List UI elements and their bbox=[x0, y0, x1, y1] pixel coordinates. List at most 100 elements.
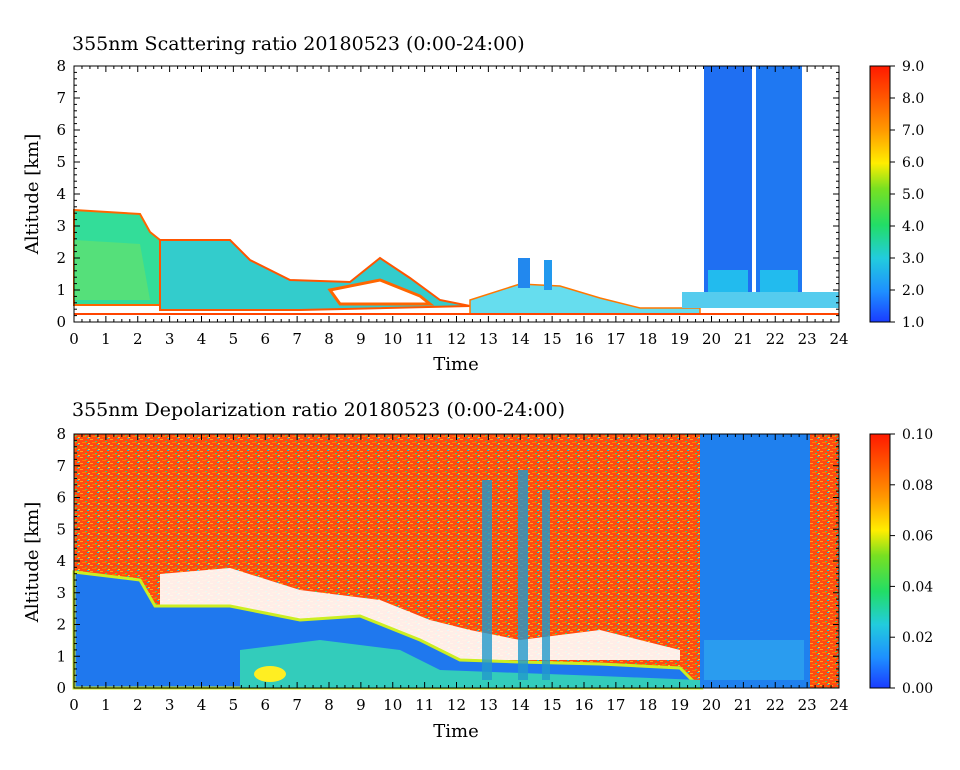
depolarization-surface-layer bbox=[240, 640, 700, 688]
y-tick-label: 7 bbox=[56, 457, 66, 475]
scattering-title: 355nm Scattering ratio 20180523 (0:00-24… bbox=[72, 33, 525, 55]
depolarization-plume-14h bbox=[518, 470, 528, 680]
y-tick-label: 5 bbox=[56, 520, 66, 538]
y-tick-label: 3 bbox=[56, 217, 66, 235]
depolarization-ylabel: Altitude [km] bbox=[22, 502, 43, 624]
x-tick-label: 11 bbox=[415, 696, 434, 714]
x-tick-label: 5 bbox=[229, 696, 239, 714]
y-tick-label: 8 bbox=[56, 57, 66, 75]
depolarization-xlabel: Time bbox=[433, 721, 478, 742]
x-tick-label: 22 bbox=[766, 696, 785, 714]
depolarization-panel: 355nm Depolarization ratio 20180523 (0:0… bbox=[22, 399, 933, 742]
x-tick-label: 6 bbox=[260, 696, 270, 714]
colorbar-tick-label: 0.08 bbox=[902, 478, 933, 494]
y-tick-label: 8 bbox=[56, 425, 66, 443]
scattering-panel: 355nm Scattering ratio 20180523 (0:00-24… bbox=[22, 33, 924, 375]
x-tick-label: 24 bbox=[829, 330, 848, 348]
scattering-evening-layer bbox=[682, 292, 839, 308]
x-tick-label: 20 bbox=[702, 330, 721, 348]
y-tick-label: 6 bbox=[56, 121, 66, 139]
colorbar-tick-label: 0.06 bbox=[902, 529, 933, 545]
colorbar-tick-label: 0.00 bbox=[902, 681, 933, 697]
x-tick-label: 19 bbox=[670, 330, 689, 348]
colorbar-tick-label: 5.0 bbox=[902, 187, 924, 203]
scattering-colorbar bbox=[869, 65, 891, 323]
x-tick-label: 2 bbox=[133, 696, 143, 714]
colorbar-tick-label: 8.0 bbox=[902, 91, 924, 107]
depolarization-plot-area bbox=[72, 433, 840, 690]
x-tick-label: 22 bbox=[766, 330, 785, 348]
scattering-colorbar-ticks: 1.0 2.0 3.0 4.0 5.0 6.0 7.0 8.0 9.0 bbox=[890, 59, 924, 331]
colorbar-tick-label: 9.0 bbox=[902, 59, 924, 75]
x-tick-label: 9 bbox=[356, 330, 366, 348]
y-tick-label: 5 bbox=[56, 153, 66, 171]
x-tick-label: 2 bbox=[133, 330, 143, 348]
depolarization-plume-13h bbox=[482, 480, 492, 680]
x-tick-label: 12 bbox=[447, 696, 466, 714]
y-tick-label: 0 bbox=[56, 679, 66, 697]
x-tick-label: 14 bbox=[511, 330, 530, 348]
y-tick-label: 3 bbox=[56, 584, 66, 602]
x-tick-label: 10 bbox=[383, 330, 402, 348]
x-tick-label: 11 bbox=[415, 330, 434, 348]
x-tick-label: 18 bbox=[638, 330, 657, 348]
depolarization-cloud-base bbox=[704, 640, 804, 680]
scattering-xlabel: Time bbox=[433, 354, 478, 375]
scattering-cloud-20h bbox=[704, 66, 752, 308]
x-tick-label: 15 bbox=[543, 696, 562, 714]
x-tick-label: 7 bbox=[292, 330, 302, 348]
x-tick-label: 17 bbox=[606, 330, 625, 348]
x-tick-label: 9 bbox=[356, 696, 366, 714]
scattering-layer-morning-core bbox=[74, 240, 150, 300]
depolarization-hotspot bbox=[254, 666, 286, 682]
x-tick-label: 21 bbox=[734, 330, 753, 348]
x-tick-label: 8 bbox=[324, 696, 334, 714]
y-tick-label: 2 bbox=[56, 249, 66, 267]
y-tick-label: 4 bbox=[56, 185, 66, 203]
x-tick-label: 8 bbox=[324, 330, 334, 348]
x-tick-label: 5 bbox=[229, 330, 239, 348]
scattering-cloud-22h bbox=[756, 66, 802, 308]
colorbar-tick-label: 0.10 bbox=[902, 427, 933, 443]
x-tick-label: 13 bbox=[479, 696, 498, 714]
x-tick-label: 1 bbox=[101, 330, 111, 348]
x-tick-label: 23 bbox=[798, 696, 817, 714]
x-tick-label: 3 bbox=[165, 696, 175, 714]
y-tick-label: 6 bbox=[56, 489, 66, 507]
x-tick-label: 4 bbox=[197, 696, 207, 714]
scattering-plume-14h bbox=[518, 258, 530, 288]
depolarization-colorbar bbox=[869, 433, 891, 689]
colorbar-tick-label: 6.0 bbox=[902, 155, 924, 171]
scattering-layer-midday-white bbox=[327, 278, 435, 306]
colorbar-tick-label: 4.0 bbox=[902, 219, 924, 235]
x-tick-label: 18 bbox=[638, 696, 657, 714]
scattering-plot-area bbox=[73, 65, 840, 323]
depolarization-axis-ticks: 0 1 2 3 4 5 6 7 8 9 10 11 12 13 14 15 16 17 18 19 20 21 22 23 24… bbox=[56, 425, 848, 714]
y-tick-label: 1 bbox=[56, 281, 66, 299]
depolarization-plume-15h bbox=[542, 490, 550, 680]
y-tick-label: 7 bbox=[56, 89, 66, 107]
colorbar-tick-label: 0.02 bbox=[902, 630, 933, 646]
x-tick-label: 21 bbox=[734, 696, 753, 714]
x-tick-label: 24 bbox=[829, 696, 848, 714]
y-tick-label: 4 bbox=[56, 552, 66, 570]
x-tick-label: 17 bbox=[606, 696, 625, 714]
x-tick-label: 7 bbox=[292, 696, 302, 714]
y-tick-label: 0 bbox=[56, 313, 66, 331]
x-tick-label: 23 bbox=[798, 330, 817, 348]
x-tick-label: 4 bbox=[197, 330, 207, 348]
colorbar-tick-label: 7.0 bbox=[902, 123, 924, 139]
x-tick-label: 15 bbox=[543, 330, 562, 348]
colorbar-tick-label: 2.0 bbox=[902, 283, 924, 299]
scattering-plume-15h bbox=[544, 260, 552, 290]
depolarization-colorbar-ticks: 0.00 0.02 0.04 0.06 0.08 0.10 bbox=[890, 427, 933, 697]
x-tick-label: 12 bbox=[447, 330, 466, 348]
colorbar-tick-label: 3.0 bbox=[902, 251, 924, 267]
depolarization-title: 355nm Depolarization ratio 20180523 (0:0… bbox=[72, 399, 565, 421]
x-tick-label: 13 bbox=[479, 330, 498, 348]
colorbar-tick-label: 0.04 bbox=[902, 579, 933, 595]
x-tick-label: 1 bbox=[101, 696, 111, 714]
x-tick-label: 3 bbox=[165, 330, 175, 348]
x-tick-label: 14 bbox=[511, 696, 530, 714]
